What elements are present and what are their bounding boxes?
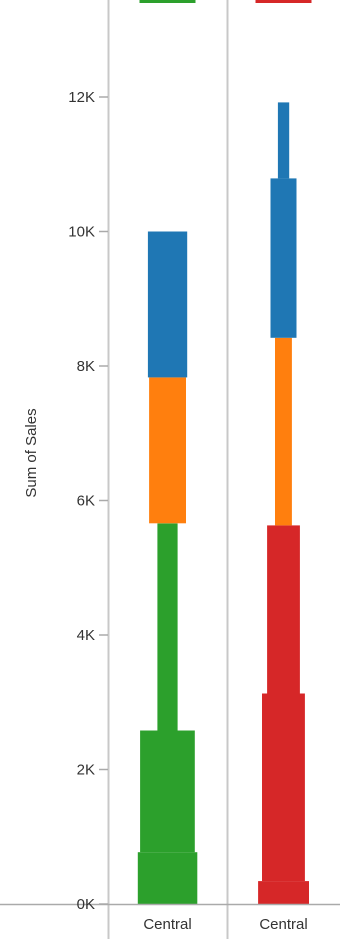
- bar-segment-0-0: [138, 852, 198, 904]
- y-tick-label-0: 0K: [77, 896, 95, 913]
- category-label-0: Central: [143, 916, 191, 933]
- y-axis-title: Sum of Sales: [23, 408, 40, 497]
- bar-segment-1-3: [275, 338, 292, 526]
- bar-segment-0-1: [140, 731, 195, 853]
- bar-segments: [138, 0, 312, 904]
- bar-segment-0-2: [157, 523, 177, 730]
- bar-segment-1-0: [258, 881, 309, 904]
- category-label-1: Central: [259, 916, 307, 933]
- bar-segment-1-1: [262, 694, 305, 882]
- y-tick-label-2: 4K: [77, 627, 95, 644]
- y-tick-label-1: 2K: [77, 762, 95, 779]
- bar-top-fragment-1: [256, 0, 312, 3]
- bar-top-fragment-0: [140, 0, 196, 3]
- bar-segment-0-3: [149, 377, 186, 523]
- y-tick-label-5: 10K: [68, 224, 95, 241]
- y-tick-label-3: 6K: [77, 493, 95, 510]
- bar-segment-1-2: [267, 525, 300, 693]
- y-tick-label-4: 8K: [77, 358, 95, 375]
- y-tick-label-6: 12K: [68, 89, 95, 106]
- category-labels: Central Central: [143, 916, 307, 933]
- bar-segment-0-4: [148, 232, 187, 378]
- bar-segment-1-4: [271, 178, 297, 337]
- bar-segment-1-5: [278, 102, 289, 178]
